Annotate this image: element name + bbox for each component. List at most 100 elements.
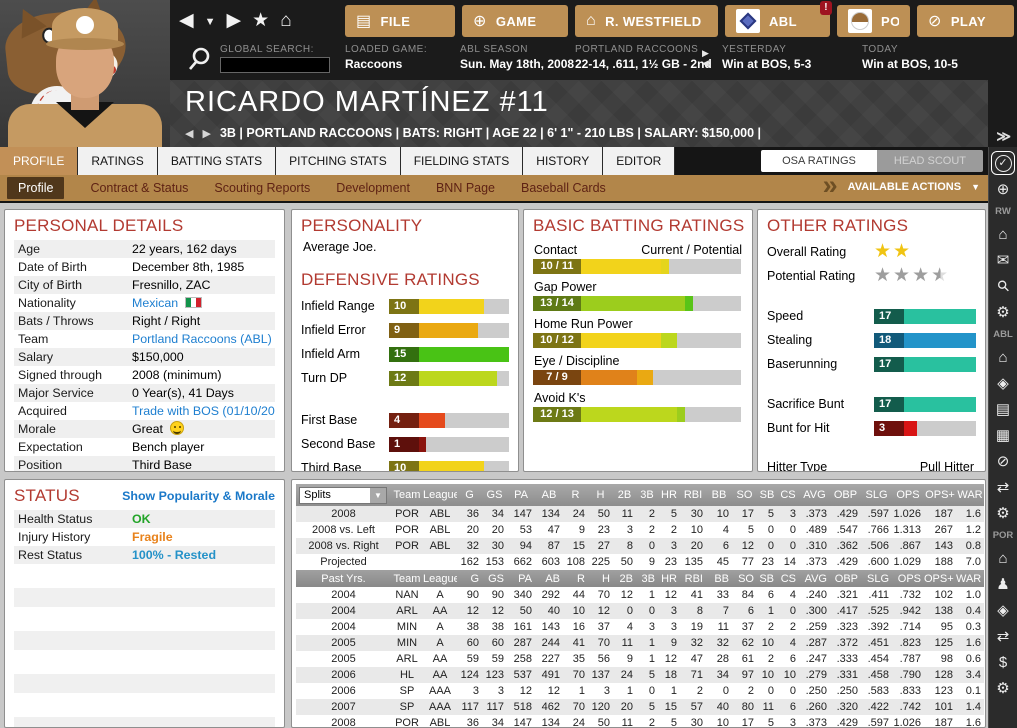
caret-down-icon: ▼: [971, 182, 980, 192]
team-settings-icon[interactable]: ⚙: [996, 680, 1010, 697]
subtab-scouting-reports[interactable]: Scouting Reports: [214, 181, 311, 195]
stats-panel: Splits ▼ Team League G GS PA AB R H 2B 3B HR RBI BB SO S…: [291, 479, 986, 728]
tab-pitching-stats[interactable]: PITCHING STATS: [276, 147, 401, 175]
prev-player-icon[interactable]: ◀: [185, 127, 194, 140]
history-dropdown-icon[interactable]: ▼: [204, 16, 216, 28]
player-photo: [0, 0, 170, 147]
actions-chevrons-icon: »: [822, 170, 838, 200]
subtab-profile[interactable]: Profile: [7, 177, 65, 199]
detail-row: Team Portland Raccoons (ABL): [14, 330, 275, 348]
league-field-icon[interactable]: ◈: [997, 375, 1009, 392]
stats-row: 2004 MIN A 38 38 161 143 16 37 4 3 3 19 11 37 2 2.259.32…: [331, 621, 981, 633]
league-stats-icon[interactable]: ▦: [995, 427, 1011, 444]
tab-fielding-stats[interactable]: FIELDING STATS: [400, 147, 524, 175]
league-scores-icon[interactable]: ⊘: [996, 453, 1010, 470]
col-header-rbi: RBI: [680, 484, 706, 506]
osa-ratings-button[interactable]: OSA RATINGS: [761, 150, 877, 172]
rating-label: First Base: [301, 413, 358, 427]
manager-home-icon[interactable]: ⌂: [998, 225, 1008, 243]
back-icon[interactable]: ◀: [179, 10, 194, 31]
detail-label: Nationality: [18, 296, 76, 310]
team-finance-icon[interactable]: $: [998, 653, 1008, 671]
splits-dropdown[interactable]: Splits ▼: [299, 486, 387, 504]
file-menu-button[interactable]: ▤ FILE: [345, 5, 455, 37]
detail-label: Signed through: [18, 368, 103, 382]
league-settings-icon[interactable]: ⚙: [996, 505, 1010, 522]
baseball-icon: ⊘: [928, 13, 942, 30]
col-header-gs: GS: [482, 484, 507, 506]
game-menu-button[interactable]: ⊕ GAME: [462, 5, 568, 37]
defensive-rating-row: Turn DP 12: [301, 366, 509, 390]
other-rating-row: Bunt for Hit 3: [767, 416, 976, 440]
mexico-flag-icon: [185, 297, 203, 308]
favorites-icon[interactable]: ★: [252, 10, 270, 31]
detail-value[interactable]: Portland Raccoons (ABL): [132, 332, 272, 346]
rating-label: Turn DP: [301, 371, 348, 385]
status-value: Fragile: [132, 530, 173, 544]
rating-label: Avoid K's: [534, 390, 586, 405]
tab-history[interactable]: HISTORY: [523, 147, 604, 175]
detail-label: Morale: [18, 422, 56, 436]
subtab-baseball-cards[interactable]: Baseball Cards: [521, 181, 606, 195]
status-label: Rest Status: [18, 548, 83, 562]
league-transactions-icon[interactable]: ⇄: [996, 479, 1010, 496]
tab-ratings[interactable]: RATINGS: [78, 147, 158, 175]
search-icon[interactable]: ⚲: [993, 276, 1014, 297]
chevron-down-icon: ▼: [370, 487, 386, 503]
play-menu-button[interactable]: ⊘ PLAY: [917, 5, 1014, 37]
available-actions[interactable]: » AVAILABLE ACTIONS ▼: [822, 170, 980, 201]
next-player-icon[interactable]: ▶: [202, 127, 211, 140]
tab-editor[interactable]: EDITOR: [603, 147, 676, 175]
shortcut-sidebar: ✓ ⊕ RW ⌂ ✉ ⚲ ⚙ ABL ⌂ ◈ ▤ ▦ ⊘ ⇄ ⚙ POR ⌂ ♟ ◈ ⇄ $ ⚙: [988, 147, 1017, 728]
rating-bar: 17: [874, 356, 976, 372]
detail-value[interactable]: Mexican: [132, 296, 179, 310]
detail-value: 22 years, 162 days: [132, 242, 237, 256]
prev-day-icon[interactable]: ◀: [702, 58, 709, 68]
col-header-sb: SB: [757, 484, 777, 506]
checklist-icon[interactable]: ✓: [991, 151, 1015, 175]
next-day-icon[interactable]: ▶: [702, 48, 709, 58]
subtab-bnn-page[interactable]: BNN Page: [435, 181, 496, 195]
rating-value: 3: [874, 420, 904, 436]
league-menu-button[interactable]: ABL !: [725, 1, 832, 37]
team-transactions-icon[interactable]: ⇄: [996, 628, 1010, 645]
mail-icon[interactable]: ✉: [996, 252, 1010, 269]
subtab-development[interactable]: Development: [336, 181, 410, 195]
collapse-sidebar-icon[interactable]: ≫: [996, 128, 1011, 144]
globe-icon[interactable]: ⊕: [996, 181, 1010, 198]
league-home-icon[interactable]: ⌂: [998, 348, 1008, 366]
defensive-rating-row: Third Base 10: [301, 456, 509, 471]
col-header-war: WAR: [956, 484, 984, 506]
tab-profile[interactable]: PROFILE: [0, 147, 79, 175]
tab-batting-stats[interactable]: BATTING STATS: [157, 147, 277, 175]
detail-row: Bats / Throws Right / Right: [14, 312, 275, 330]
rating-value: 17: [874, 308, 904, 324]
detail-value[interactable]: Trade with BOS (01/10/2006): [132, 404, 275, 418]
season-label: ABL SEASON: [460, 44, 528, 55]
manager-menu-button[interactable]: ⌂ R. WESTFIELD: [575, 5, 718, 37]
detail-label: Team: [18, 332, 49, 346]
stats-row: 2008 vs. Right POR ABL 32 30 94 87 15 27 8 0 3 20 6 12…: [296, 538, 984, 554]
subtab-contract-status[interactable]: Contract & Status: [90, 181, 189, 195]
rating-label: Contact: [534, 242, 578, 257]
stats-row: 2007 SP AAA 117 117 518 462 70 120 20 5 15 57 40 80 11 6…: [296, 699, 984, 715]
team-field-icon[interactable]: ◈: [997, 602, 1009, 619]
show-popularity-link[interactable]: Show Popularity & Morale: [122, 489, 275, 503]
today-label: TODAY: [862, 44, 899, 55]
rating-label: Sacrifice Bunt: [767, 397, 845, 411]
league-news-icon[interactable]: ▤: [995, 401, 1011, 418]
detail-value: Right / Right: [132, 314, 201, 328]
manager-settings-icon[interactable]: ⚙: [996, 304, 1010, 321]
team-manager-icon[interactable]: ♟: [996, 576, 1010, 593]
forward-icon[interactable]: ▶: [226, 10, 242, 31]
head-scout-button[interactable]: HEAD SCOUT: [876, 150, 983, 172]
rating-value: 13 / 14: [533, 296, 581, 311]
morale-smiley-icon: [170, 421, 184, 435]
global-search: GLOBAL SEARCH:: [220, 44, 330, 73]
team-menu-button[interactable]: POR: [837, 5, 910, 37]
home-icon[interactable]: ⌂: [280, 9, 292, 31]
global-search-input[interactable]: [220, 57, 330, 73]
rating-value: 17: [874, 396, 904, 412]
team-home-icon[interactable]: ⌂: [998, 549, 1008, 567]
col-header-obp: OBP: [830, 484, 861, 506]
